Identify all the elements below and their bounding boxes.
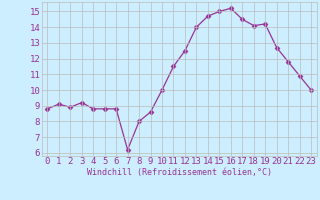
- X-axis label: Windchill (Refroidissement éolien,°C): Windchill (Refroidissement éolien,°C): [87, 168, 272, 177]
